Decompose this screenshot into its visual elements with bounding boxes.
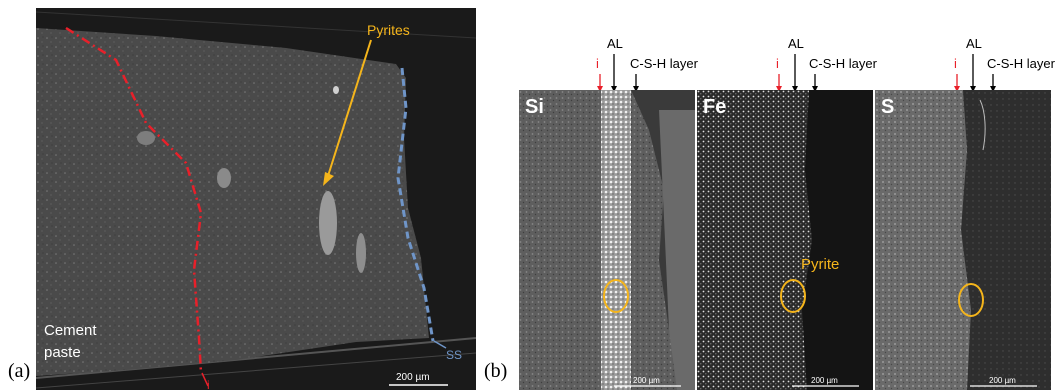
fe-map-graphic: [697, 90, 873, 390]
scale-label-si: 200 µm: [633, 376, 660, 385]
pyrite-label: Pyrite: [801, 256, 840, 273]
scale-label-a: 200 µm: [396, 372, 430, 383]
panel-a-letter: (a): [8, 360, 31, 382]
scale-label-s: 200 µm: [989, 376, 1016, 385]
element-map-fe: Fe Pyrite 200 µm: [697, 90, 873, 390]
i-label-3: i: [954, 56, 957, 71]
pyrites-label: Pyrites: [367, 22, 410, 38]
csh-label-2: C-S-H layer: [809, 56, 877, 71]
i-label-a: i: [207, 378, 210, 390]
element-map-s: S 200 µm: [875, 90, 1051, 390]
si-label: Si: [525, 96, 544, 118]
cement-paste-label-line2: paste: [44, 344, 81, 361]
pyrite-arrow: [327, 39, 372, 177]
blue-boundary-line: [396, 67, 435, 342]
sem-image-a-graphic: [36, 11, 476, 389]
si-map-graphic: [519, 90, 695, 390]
scale-label-fe: 200 µm: [811, 376, 838, 385]
csh-label-1: C-S-H layer: [630, 56, 698, 71]
element-map-si: Si 200 µm: [519, 90, 695, 390]
al-label-1: AL: [607, 36, 623, 51]
fe-label: Fe: [703, 96, 727, 118]
cement-paste-label-line1: Cement: [44, 322, 97, 339]
csh-label-3: C-S-H layer: [987, 56, 1055, 71]
i-label-2: i: [776, 56, 779, 71]
s-label: S: [881, 96, 895, 118]
ss-label: SS: [446, 348, 463, 362]
sem-image-panel-a: Pyrites Cement paste SS i 200 µm: [36, 8, 476, 390]
red-boundary-line: [65, 26, 203, 374]
s-map-graphic: [875, 90, 1051, 390]
header-arrows: [597, 54, 996, 92]
i-label-1: i: [596, 56, 599, 71]
al-label-3: AL: [966, 36, 982, 51]
panel-b-letter: (b): [484, 360, 508, 382]
al-label-2: AL: [788, 36, 804, 51]
